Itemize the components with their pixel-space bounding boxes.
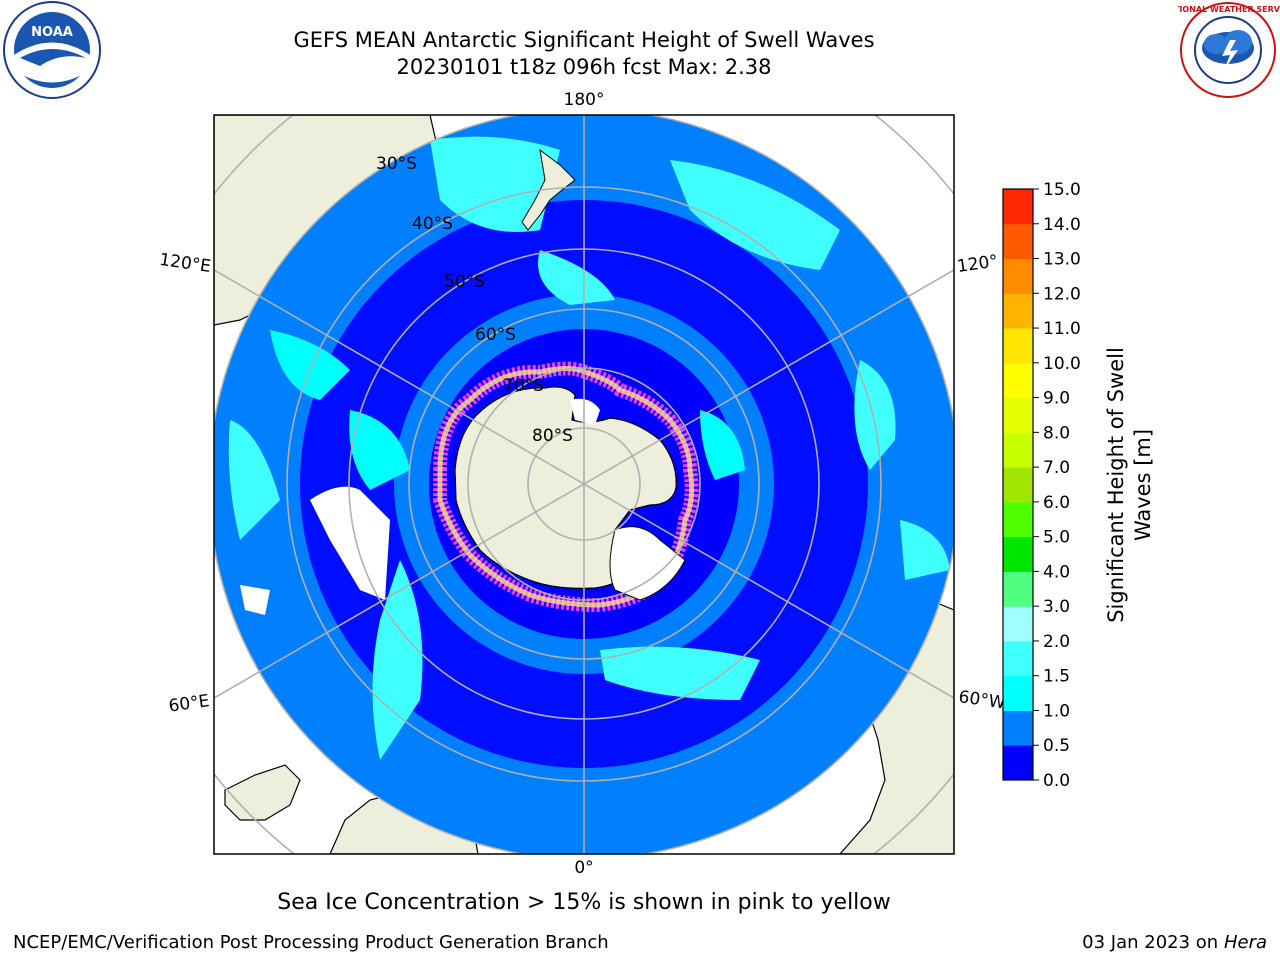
lon-label-180: 180° <box>564 90 605 110</box>
footer-credit: NCEP/EMC/Verification Post Processing Pr… <box>13 932 609 953</box>
colorbar-segment <box>1003 397 1033 433</box>
colorbar-segment <box>1003 606 1033 642</box>
colorbar-segment <box>1003 328 1033 364</box>
colorbar-tick-label: 14.0 <box>1043 215 1081 235</box>
colorbar-tick-label: 2.0 <box>1043 632 1070 652</box>
footer-date: 03 Jan 2023 on Hera <box>1082 932 1267 953</box>
land-new-zealand <box>521 148 576 231</box>
footer-machine: Hera <box>1223 932 1267 953</box>
colorbar-tick-label: 8.0 <box>1043 423 1070 443</box>
sea-ice-note: Sea Ice Concentration > 15% is shown in … <box>277 890 891 915</box>
colorbar <box>1002 188 1034 781</box>
lat-label-30s: 30°S <box>376 154 417 174</box>
land-madagascar <box>224 764 301 821</box>
colorbar-segment <box>1003 258 1033 294</box>
svg-text:NATIONAL WEATHER SERVICE: NATIONAL WEATHER SERVICE <box>1178 5 1280 14</box>
colorbar-tick-label: 0.0 <box>1043 771 1070 791</box>
lon-label-120w: 120° <box>956 251 999 277</box>
colorbar-tick-label: 4.0 <box>1043 562 1070 582</box>
colorbar-tick-label: 0.5 <box>1043 736 1070 756</box>
chart-title: GEFS MEAN Antarctic Significant Height o… <box>293 28 875 52</box>
graticule <box>214 115 954 854</box>
map-frame <box>213 114 955 855</box>
lon-label-60w: 60°W <box>957 687 1006 713</box>
colorbar-tick-label: 13.0 <box>1043 250 1081 270</box>
colorbar-segment <box>1003 571 1033 607</box>
colorbar-tick-label: 3.0 <box>1043 597 1070 617</box>
lat-label-40s: 40°S <box>412 214 453 234</box>
colorbar-segment <box>1003 362 1033 399</box>
nws-logo-icon: NATIONAL WEATHER SERVICE <box>1178 2 1280 98</box>
colorbar-segment <box>1003 675 1033 711</box>
lon-label-0: 0° <box>574 858 593 878</box>
colorbar-label-line1: Significant Height of Swell <box>1104 347 1128 623</box>
colorbar-segment <box>1003 467 1033 503</box>
chart-subtitle: 20230101 t18z 096h fcst Max: 2.38 <box>396 55 772 79</box>
lat-label-60s: 60°S <box>475 325 516 345</box>
noaa-logo-icon: NOAA <box>3 1 101 99</box>
colorbar-frame <box>1002 188 1034 781</box>
colorbar-tick-label: 7.0 <box>1043 458 1070 478</box>
colorbar-tick-label: 12.0 <box>1043 284 1081 304</box>
colorbar-tick-label: 11.0 <box>1043 319 1081 339</box>
land-antarctica <box>433 361 699 613</box>
lat-label-80s: 80°S <box>532 426 573 446</box>
svg-text:NOAA: NOAA <box>31 25 73 40</box>
colorbar-segment <box>1003 745 1033 781</box>
colorbar-tick-label: 6.0 <box>1043 493 1070 513</box>
colorbar-segment <box>1003 432 1033 468</box>
lon-label-60e: 60°E <box>167 691 210 716</box>
colorbar-segment <box>1003 223 1033 260</box>
colorbar-tick-label: 9.0 <box>1043 389 1070 409</box>
lon-label-120e: 120°E <box>158 250 212 277</box>
lat-label-70s: 70°S <box>503 376 544 396</box>
colorbar-tick-label: 5.0 <box>1043 528 1070 548</box>
footer-date-text: 03 Jan 2023 on <box>1082 932 1224 953</box>
colorbar-segment <box>1003 640 1033 677</box>
colorbar-segment <box>1003 189 1033 225</box>
colorbar-tick-label: 1.0 <box>1043 701 1070 721</box>
colorbar-ticks: 0.0 0.5 1.0 1.5 2.0 3.0 4.0 5.0 6.0 7.0 8.0 9.0 10.0… <box>1033 180 1081 791</box>
colorbar-label-line2: Waves [m] <box>1131 429 1155 541</box>
lat-label-50s: 50°S <box>444 272 485 292</box>
colorbar-tick-label: 1.5 <box>1043 667 1070 687</box>
colorbar-segment <box>1003 293 1033 329</box>
colorbar-segment <box>1003 501 1033 538</box>
colorbar-segment <box>1003 536 1033 572</box>
colorbar-tick-label: 10.0 <box>1043 354 1081 374</box>
colorbar-segment <box>1003 710 1033 746</box>
colorbar-tick-label: 15.0 <box>1043 180 1081 200</box>
